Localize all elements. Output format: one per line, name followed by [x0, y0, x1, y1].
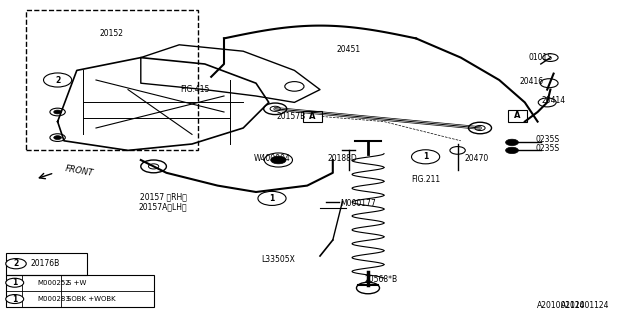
Text: M000252: M000252	[37, 280, 70, 286]
Circle shape	[506, 147, 518, 154]
Text: M000283: M000283	[37, 296, 70, 302]
Text: A: A	[309, 112, 316, 121]
Text: 2: 2	[13, 259, 19, 268]
Text: S +W: S +W	[67, 280, 86, 286]
Text: FIG.415: FIG.415	[180, 85, 210, 94]
Text: A201001124: A201001124	[537, 301, 586, 310]
Text: 20157B: 20157B	[276, 112, 306, 121]
Bar	[508, 110, 527, 122]
Circle shape	[506, 139, 518, 146]
Circle shape	[271, 156, 286, 164]
Text: 20568*B: 20568*B	[364, 276, 397, 284]
Circle shape	[6, 259, 26, 269]
Bar	[26, 10, 198, 150]
Text: L33505X: L33505X	[262, 255, 295, 264]
Text: 20451: 20451	[337, 45, 361, 54]
Circle shape	[54, 136, 61, 140]
Text: 2: 2	[55, 76, 60, 84]
Circle shape	[54, 110, 61, 114]
Text: 1: 1	[269, 194, 275, 203]
Text: 20157A〈LH〉: 20157A〈LH〉	[139, 202, 188, 211]
Circle shape	[54, 78, 61, 82]
Text: 1: 1	[12, 278, 17, 287]
Circle shape	[258, 191, 286, 205]
Bar	[303, 111, 322, 122]
Text: A: A	[514, 111, 520, 120]
Bar	[6, 253, 88, 275]
Circle shape	[6, 294, 24, 303]
Text: W400004: W400004	[253, 154, 291, 163]
Text: 20152: 20152	[100, 29, 124, 38]
Text: 0101S: 0101S	[529, 53, 553, 62]
Text: SOBK +WOBK: SOBK +WOBK	[67, 296, 116, 302]
Text: 20176B: 20176B	[31, 259, 60, 268]
Text: 1: 1	[423, 152, 428, 161]
Text: 1: 1	[12, 294, 17, 304]
Text: FRONT: FRONT	[64, 164, 94, 178]
Text: 20188D: 20188D	[328, 154, 357, 163]
Circle shape	[6, 278, 24, 287]
Text: 20157 〈RH〉: 20157 〈RH〉	[140, 192, 187, 201]
Text: FIG.211: FIG.211	[411, 175, 440, 184]
Circle shape	[412, 150, 440, 164]
Text: 0235S: 0235S	[535, 144, 559, 153]
Text: 20414: 20414	[541, 96, 566, 105]
Text: 0235S: 0235S	[535, 135, 559, 144]
Circle shape	[44, 73, 72, 87]
Bar	[6, 275, 154, 307]
Text: 20416: 20416	[519, 77, 543, 86]
Text: M000177: M000177	[340, 199, 376, 208]
Text: 20470: 20470	[465, 154, 489, 163]
Text: A201001124: A201001124	[561, 301, 610, 310]
